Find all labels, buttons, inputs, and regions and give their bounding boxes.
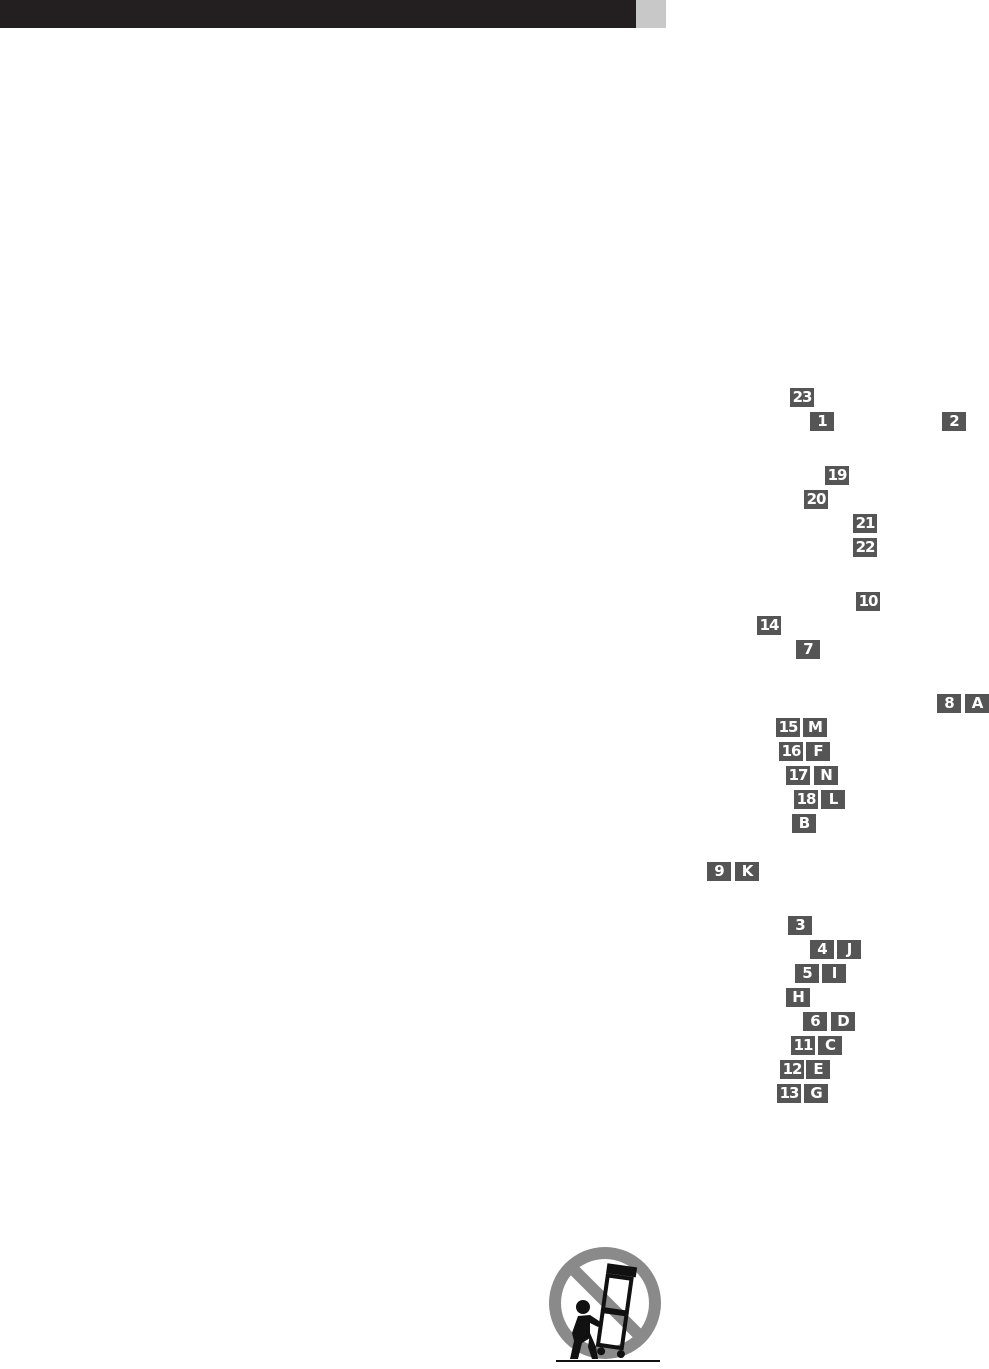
callout-badge: 22: [853, 538, 877, 557]
callout-badge: 1: [810, 412, 834, 431]
callout-badge: C: [818, 1036, 842, 1055]
cart-tip-over-warning-icon: [549, 1247, 661, 1362]
callout-badge: K: [735, 862, 759, 881]
callout-badge: 11: [791, 1036, 815, 1055]
callout-badge: 17: [786, 766, 810, 785]
callout-badge: F: [806, 742, 830, 761]
callout-badge: J: [837, 940, 861, 959]
callout-badge: A: [965, 694, 989, 713]
callout-badge: 12: [780, 1060, 804, 1079]
callout-badge: D: [831, 1012, 855, 1031]
callout-badge: 14: [757, 616, 781, 635]
callout-badge: 23: [790, 388, 814, 407]
callout-badge: 10: [856, 592, 880, 611]
callout-badge: 13: [777, 1084, 801, 1103]
callout-badge: 9: [707, 862, 731, 881]
callout-badge: 3: [788, 916, 812, 935]
callout-badge: 2: [942, 412, 966, 431]
callout-badge: 18: [794, 790, 818, 809]
callout-badge: 21: [853, 514, 877, 533]
header-bar: [0, 0, 636, 28]
callout-badge: M: [803, 718, 827, 737]
callout-badge: 4: [810, 940, 834, 959]
callout-badge: 20: [804, 490, 828, 509]
callout-badge: N: [814, 766, 838, 785]
callout-badge: I: [822, 964, 846, 983]
callout-badge: 16: [779, 742, 803, 761]
callout-badge: L: [821, 790, 845, 809]
callout-badge: G: [804, 1084, 828, 1103]
callout-badge: 8: [937, 694, 961, 713]
callout-badge: 5: [795, 964, 819, 983]
callout-badge: 6: [803, 1012, 827, 1031]
callout-badge: 15: [776, 718, 800, 737]
callout-badge: E: [806, 1060, 830, 1079]
callout-badge: 7: [796, 640, 820, 659]
header-tab: [636, 0, 666, 28]
callout-badge: H: [786, 988, 810, 1007]
callout-badge: B: [792, 814, 816, 833]
callout-badge: 19: [825, 466, 849, 485]
